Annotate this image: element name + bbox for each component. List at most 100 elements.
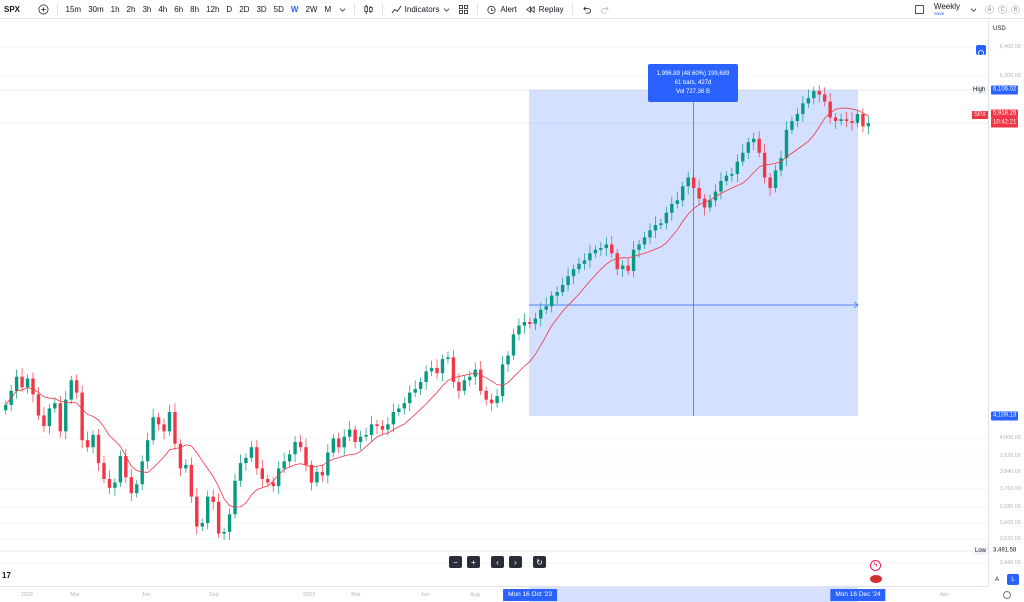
candle-body [74, 380, 79, 393]
candle-body [719, 180, 723, 192]
candle-body [195, 496, 199, 527]
candle-body [806, 98, 811, 104]
candle-body [670, 203, 674, 213]
chevron-down-icon[interactable] [970, 6, 977, 13]
candle-body [451, 357, 456, 383]
auto-scale-toggle[interactable]: L [1007, 574, 1019, 585]
timeframe-5d[interactable]: 5D [273, 4, 284, 14]
measure-volume: Vol 727.36 B [675, 88, 711, 95]
candle-body [413, 389, 417, 393]
candle-body [626, 265, 630, 271]
chart-type-button[interactable] [359, 0, 378, 19]
time-tick: Mar [351, 592, 361, 598]
candle-body [440, 359, 445, 374]
candle-body [484, 390, 488, 400]
timeframe-3d[interactable]: 3D [256, 4, 267, 14]
candle-body [118, 456, 123, 483]
candle-body [402, 403, 406, 409]
price-axis[interactable]: USD 6,400.00 6,300.00 4,000.00 3,920.00 … [988, 20, 1024, 586]
candle-body [380, 426, 385, 430]
price-tick: 3,520.00 [999, 536, 1021, 542]
circle-button-c[interactable]: C [998, 5, 1007, 14]
zoom-in-button[interactable]: + [467, 556, 480, 568]
timeframe-30m[interactable]: 30m [88, 4, 104, 14]
undo-button[interactable] [577, 0, 596, 19]
candle-body [418, 382, 423, 390]
timeframe-w[interactable]: W [290, 4, 299, 14]
timeframe-4h[interactable]: 4h [158, 4, 168, 14]
candle-body [544, 306, 548, 310]
timeframe-1h[interactable]: 1h [110, 4, 120, 14]
timeframe-dropdown-button[interactable] [335, 0, 350, 19]
candle-body [85, 440, 90, 448]
price-tick: 6,300.00 [999, 73, 1021, 79]
timeframe-d[interactable]: D [226, 4, 233, 14]
time-range-highlight [529, 587, 858, 602]
timeframe-6h[interactable]: 6h [174, 4, 184, 14]
candle-body [353, 429, 357, 442]
layout-name-button[interactable]: Weekly Save [933, 2, 960, 17]
candle-body [135, 484, 139, 494]
candle-body [495, 396, 499, 404]
timeframe-2w[interactable]: 2W [305, 4, 318, 14]
candle-body [64, 399, 68, 432]
reset-chart-button[interactable]: ↻ [533, 556, 546, 568]
timeframe-8h[interactable]: 8h [190, 4, 200, 14]
candle-body [675, 200, 679, 204]
candle-body [812, 91, 816, 99]
measure-change: 1,996.89 (48.60%) 199,689 [656, 70, 730, 77]
zoom-out-button[interactable]: − [449, 556, 462, 568]
timeframe-m[interactable]: M [324, 4, 332, 14]
chart-pane[interactable]: 1,996.89 (48.60%) 199,689 61 bars, 427d … [0, 20, 988, 586]
timeframe-3h[interactable]: 3h [142, 4, 152, 14]
us-flag-icon[interactable] [869, 574, 883, 584]
price-tick: 3,680.00 [999, 504, 1021, 510]
templates-button[interactable] [454, 0, 473, 19]
scroll-right-button[interactable]: › [509, 556, 522, 568]
scale-reset-button[interactable] [976, 45, 986, 56]
layout-save-status: Save [933, 10, 945, 16]
log-scale-toggle[interactable]: A [995, 577, 1000, 583]
candle-body [162, 424, 166, 432]
candle-body [620, 265, 625, 270]
candle-body [429, 367, 434, 372]
compare-add-button[interactable] [34, 0, 53, 19]
candle-body [249, 447, 254, 458]
candle-body [178, 443, 183, 469]
indicators-button[interactable]: Indicators [387, 0, 455, 19]
price-chart[interactable] [0, 20, 988, 586]
price-tick: 3,600.00 [999, 520, 1021, 526]
timeframe-15m[interactable]: 15m [65, 4, 82, 14]
candles-icon [364, 4, 373, 14]
time-axis[interactable]: 2022 Mar Jun Sep 2023 Mar Jun Aug Apr Mo… [0, 586, 988, 602]
settings-gear-icon[interactable] [1003, 591, 1011, 599]
timeframe-2d[interactable]: 2D [239, 4, 250, 14]
currency-label[interactable]: USD [993, 26, 1006, 32]
replay-button[interactable]: Replay [521, 0, 568, 19]
candle-body [375, 424, 379, 427]
candle-body [724, 175, 729, 181]
circle-button-a[interactable]: A [985, 5, 994, 14]
redo-button[interactable] [596, 0, 615, 19]
candle-body [631, 249, 636, 271]
candle-body [173, 411, 177, 444]
countdown-badge: 10:42:21 [991, 118, 1019, 128]
scroll-left-button[interactable]: ‹ [491, 556, 504, 568]
layout-square-icon[interactable] [914, 4, 925, 15]
candle-body [14, 376, 19, 391]
candle-body [866, 123, 871, 127]
candle-body [102, 463, 106, 479]
circle-button-b[interactable]: B [1011, 5, 1020, 14]
candle-body [397, 408, 401, 412]
candle-body [648, 230, 652, 238]
candle-body [850, 121, 854, 123]
timeframe-2h[interactable]: 2h [126, 4, 136, 14]
price-tick: 3,920.00 [999, 453, 1021, 459]
candle-body [69, 380, 73, 400]
alert-button[interactable]: Alert [482, 0, 520, 19]
lightning-icon[interactable]: ϟ [870, 560, 881, 571]
symbol-search-button[interactable]: SPX [4, 4, 21, 14]
timeframe-12h[interactable]: 12h [206, 4, 220, 14]
candle-body [358, 436, 363, 442]
candle-body [550, 295, 554, 307]
